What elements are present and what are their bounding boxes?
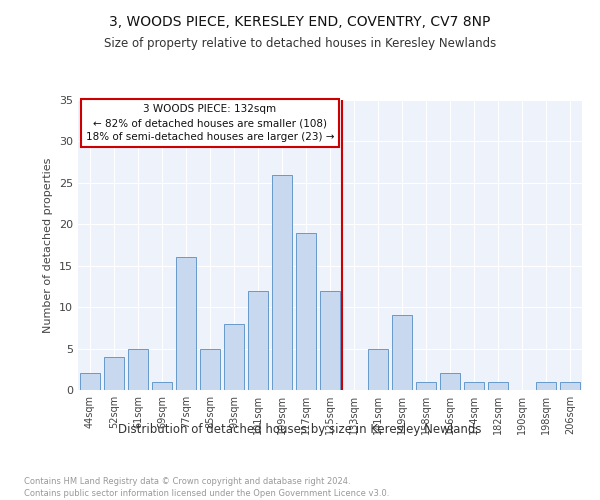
- Bar: [176, 258, 196, 390]
- Bar: [296, 232, 316, 390]
- Bar: [80, 374, 100, 390]
- Bar: [200, 348, 220, 390]
- Text: Size of property relative to detached houses in Keresley Newlands: Size of property relative to detached ho…: [104, 38, 496, 51]
- Bar: [152, 382, 172, 390]
- Text: Contains HM Land Registry data © Crown copyright and database right 2024.
Contai: Contains HM Land Registry data © Crown c…: [24, 476, 389, 498]
- Text: 3 WOODS PIECE: 132sqm
← 82% of detached houses are smaller (108)
18% of semi-det: 3 WOODS PIECE: 132sqm ← 82% of detached …: [86, 104, 334, 142]
- Bar: [488, 382, 508, 390]
- Bar: [536, 382, 556, 390]
- Bar: [368, 348, 388, 390]
- Bar: [440, 374, 460, 390]
- Bar: [320, 290, 340, 390]
- Bar: [272, 174, 292, 390]
- Bar: [416, 382, 436, 390]
- Bar: [104, 357, 124, 390]
- Y-axis label: Number of detached properties: Number of detached properties: [43, 158, 53, 332]
- Bar: [224, 324, 244, 390]
- Bar: [464, 382, 484, 390]
- Bar: [248, 290, 268, 390]
- Text: 3, WOODS PIECE, KERESLEY END, COVENTRY, CV7 8NP: 3, WOODS PIECE, KERESLEY END, COVENTRY, …: [109, 15, 491, 29]
- Text: Distribution of detached houses by size in Keresley Newlands: Distribution of detached houses by size …: [118, 422, 482, 436]
- Bar: [128, 348, 148, 390]
- Bar: [392, 316, 412, 390]
- Bar: [560, 382, 580, 390]
